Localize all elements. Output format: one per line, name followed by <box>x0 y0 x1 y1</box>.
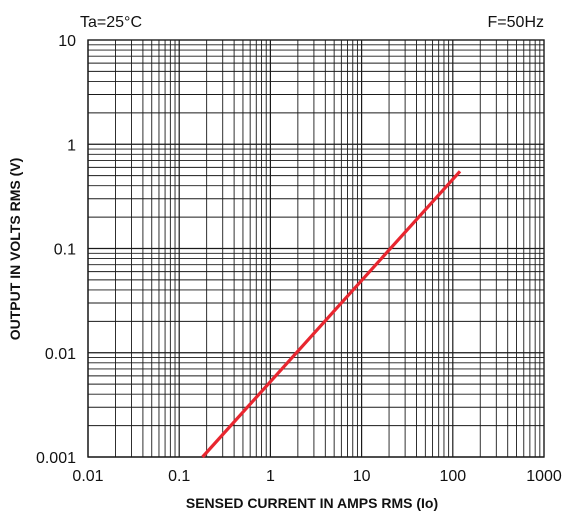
plot-frame <box>87 39 545 458</box>
series-line-1 <box>201 170 462 459</box>
grid <box>87 39 545 458</box>
x-tick-label: 1 <box>266 468 275 485</box>
x-tick-label: 10 <box>353 468 371 485</box>
x-tick-label: 1000 <box>526 468 562 485</box>
x-axis-label: SENSED CURRENT IN AMPS RMS (Io) <box>186 495 438 511</box>
series-layer <box>201 170 462 459</box>
y-tick-label: 1 <box>67 137 76 154</box>
annotation-temperature: Ta=25°C <box>80 14 142 31</box>
x-tick-label: 100 <box>439 468 466 485</box>
y-axis-label: OUTPUT IN VOLTS RMS (V) <box>7 158 23 341</box>
annotation-frequency: F=50Hz <box>488 14 544 31</box>
x-tick-label: 0.1 <box>168 468 190 485</box>
y-tick-label: 0.01 <box>45 346 76 363</box>
y-tick-label: 10 <box>58 33 76 50</box>
x-tick-label: 0.01 <box>72 468 103 485</box>
y-tick-label: 0.001 <box>36 450 76 467</box>
y-tick-label: 0.1 <box>54 242 76 259</box>
